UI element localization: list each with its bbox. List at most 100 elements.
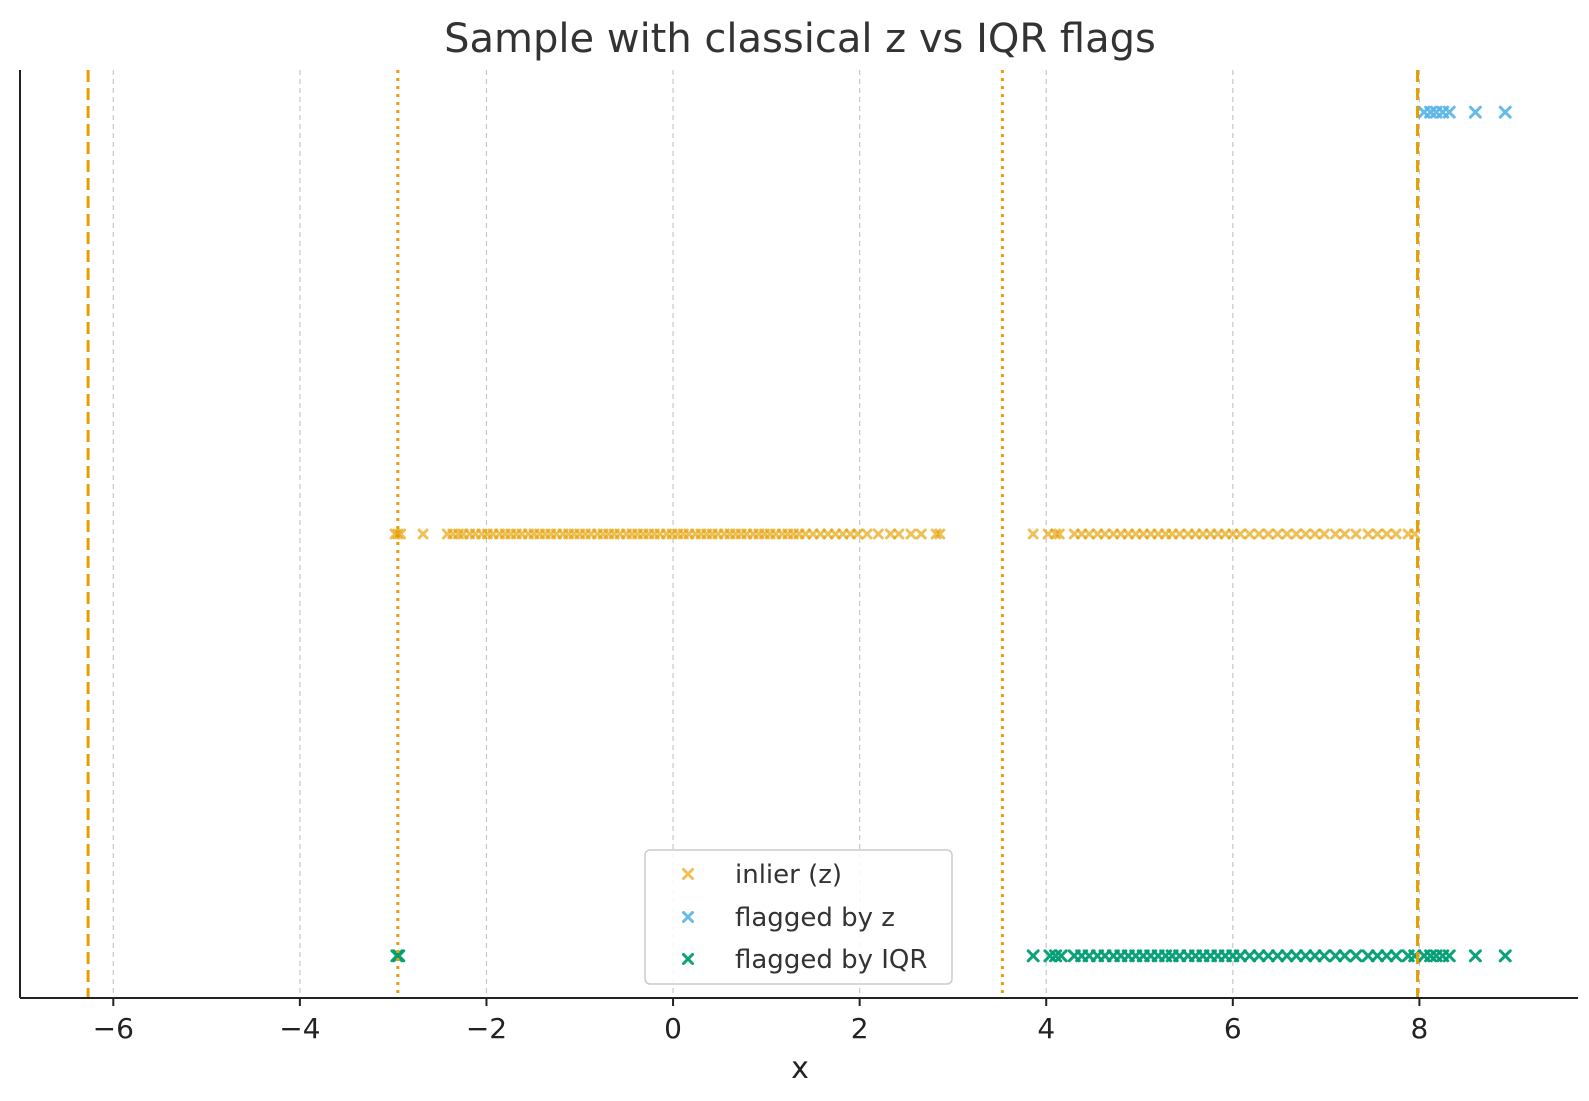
data-point <box>1280 949 1294 963</box>
data-point <box>1308 949 1322 963</box>
data-point <box>861 528 873 540</box>
data-point <box>1271 949 1285 963</box>
data-point <box>1137 528 1149 540</box>
data-point <box>1299 949 1313 963</box>
data-point <box>1233 949 1247 963</box>
data-point <box>1329 528 1341 540</box>
data-point <box>1244 528 1256 540</box>
x-tick-label: −4 <box>279 1012 320 1045</box>
data-point <box>1130 528 1142 540</box>
legend: inlier (z) flagged by z flagged by IQR <box>644 849 953 985</box>
data-point <box>1227 528 1239 540</box>
x-tick-label: −2 <box>466 1012 507 1045</box>
data-point <box>1189 528 1201 540</box>
legend-label-inlier: inlier (z) <box>735 860 842 890</box>
x-tick-label: 6 <box>1224 1012 1242 1045</box>
data-point <box>1122 528 1134 540</box>
data-point <box>807 528 819 540</box>
data-point <box>1339 528 1351 540</box>
data-point <box>934 528 946 540</box>
data-point <box>1182 528 1194 540</box>
data-point <box>1468 105 1482 119</box>
data-point <box>1212 528 1224 540</box>
series-1 <box>1417 105 1512 119</box>
data-point <box>814 528 826 540</box>
legend-marker <box>682 911 694 923</box>
data-point <box>1370 949 1384 963</box>
data-point <box>1371 528 1383 540</box>
data-point <box>1442 949 1456 963</box>
data-point <box>1349 949 1363 963</box>
legend-marker <box>682 953 694 965</box>
x-tick-label: 0 <box>664 1012 682 1045</box>
data-point <box>905 528 917 540</box>
data-point <box>1262 528 1274 540</box>
data-point <box>1309 528 1321 540</box>
x-tick-label: 4 <box>1037 1012 1055 1045</box>
data-point <box>893 528 905 540</box>
data-point <box>1272 528 1284 540</box>
data-point <box>872 528 884 540</box>
data-point <box>1166 528 1178 540</box>
data-point <box>829 528 841 540</box>
data-point <box>822 528 834 540</box>
x-tick-label: 8 <box>1410 1012 1428 1045</box>
data-point <box>1389 949 1403 963</box>
data-point <box>1362 528 1374 540</box>
data-point <box>1054 949 1068 963</box>
legend-label-flagged-z: flagged by z <box>735 903 895 933</box>
data-point <box>417 528 429 540</box>
data-point <box>1318 528 1330 540</box>
data-point <box>1261 949 1275 963</box>
data-point <box>1290 528 1302 540</box>
data-point <box>1092 528 1104 540</box>
x-axis-ticks: −6 −4 −2 0 2 4 6 8 <box>93 998 1428 1045</box>
data-point <box>1152 528 1164 540</box>
data-point <box>1390 528 1402 540</box>
data-point <box>1068 528 1080 540</box>
data-point <box>1380 949 1394 963</box>
data-point <box>1350 528 1362 540</box>
data-point <box>1498 105 1512 119</box>
data-point <box>1289 949 1303 963</box>
series-0 <box>389 528 1421 540</box>
data-point <box>1442 105 1456 119</box>
data-point <box>1243 949 1257 963</box>
data-point <box>1361 949 1375 963</box>
data-point <box>1099 528 1111 540</box>
data-point <box>1053 528 1065 540</box>
data-point <box>1300 528 1312 540</box>
threshold-lines <box>86 70 1420 998</box>
data-point <box>800 528 812 540</box>
scatter-series <box>389 105 1512 963</box>
data-point <box>1468 949 1482 963</box>
data-point <box>884 528 896 540</box>
data-point <box>1219 528 1231 540</box>
data-point <box>1253 528 1265 540</box>
x-tick-label: 2 <box>851 1012 869 1045</box>
data-point <box>1234 528 1246 540</box>
data-point <box>1042 528 1054 540</box>
data-point <box>1381 528 1393 540</box>
data-point <box>1197 528 1209 540</box>
data-point <box>1076 528 1088 540</box>
data-point <box>1145 528 1157 540</box>
data-point <box>1174 528 1186 540</box>
data-point <box>1026 949 1040 963</box>
data-point <box>837 528 849 540</box>
legend-marker <box>682 868 694 880</box>
x-axis-label: x <box>791 1051 809 1086</box>
data-point <box>1204 528 1216 540</box>
data-point <box>1338 949 1352 963</box>
legend-label-flagged-iqr: flagged by IQR <box>735 945 927 975</box>
legend-box <box>644 849 953 985</box>
data-point <box>1083 528 1095 540</box>
x-tick-label: −6 <box>93 1012 134 1045</box>
data-point <box>1281 528 1293 540</box>
data-point <box>852 528 864 540</box>
data-point <box>1107 528 1119 540</box>
data-point <box>1328 949 1342 963</box>
data-point <box>844 528 856 540</box>
chart-title: Sample with classical z vs IQR flags <box>444 16 1156 62</box>
